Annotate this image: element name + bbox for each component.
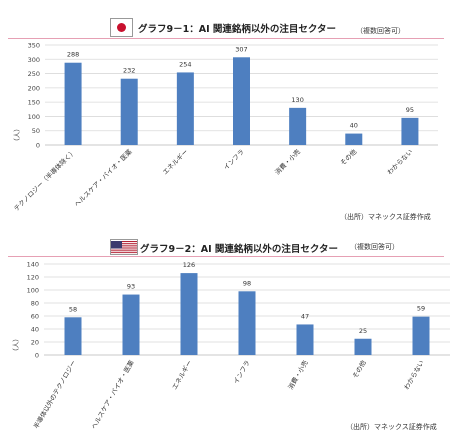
data-label: 40 [350,122,358,130]
chart-1-source: （出所）マネックス証券作成 [340,213,431,221]
data-label: 25 [359,327,367,335]
x-tick-label: わからない [403,359,426,391]
y-tick-label: 140 [27,261,39,269]
chart-1-plot: 0 50 100 150 200 250 300 350 （人） 288 テクノロジー（半導体除く）… [12,42,438,213]
chart-2-title: グラフ9－2：AI 関連銘柄以外の注目セクター [140,244,339,255]
bar [122,294,140,355]
chart-1-title-rule [8,38,444,39]
x-tick-label: ヘルスケア・バイオ・医薬 [89,358,136,430]
data-label: 58 [69,305,77,313]
chart-1-title: グラフ9－1：AI 関連銘柄以外の注目セクター [138,24,337,35]
chart-1-note: （複数回答可） [356,27,405,35]
data-label: 98 [243,279,251,287]
chart-2-title-rule [8,256,444,257]
data-label: 59 [417,305,425,313]
x-tick-label: インフラ [232,359,252,385]
x-tick-label: 消費・小売 [286,358,310,391]
data-label: 47 [301,312,309,320]
y-tick-label: 250 [28,70,40,78]
y-tick-label: 60 [31,313,39,321]
data-label: 93 [127,283,135,291]
bar [176,72,194,145]
y-tick-label: 80 [31,300,39,308]
data-label: 126 [183,261,195,269]
chart-2-header: グラフ9－2：AI 関連銘柄以外の注目セクター （複数回答可） [0,238,458,258]
y-tick-label: 0 [35,352,39,360]
chart-2-plot: 0 20 40 60 80 100 120 140 （人） 58 半導体以外のテクノロジー 93 ヘルス… [12,261,450,431]
bar [64,62,82,145]
y-axis-label: （人） [13,125,21,145]
y-tick-label: 20 [31,339,39,347]
us-flag [110,239,138,255]
data-label: 288 [67,51,79,59]
data-label: 95 [406,106,414,114]
chart-2-source: （出所）マネックス証券作成 [346,423,437,431]
y-tick-label: 100 [28,113,40,121]
bar [412,316,430,355]
bar [238,291,256,355]
bar [180,273,198,355]
y-tick-label: 150 [28,99,40,107]
y-tick-label: 50 [32,127,40,135]
data-label: 232 [123,67,135,75]
x-tick-label: テクノロジー（半導体除く） [12,147,78,213]
x-tick-label: エネルギー [171,359,194,391]
us-flag-graphic [111,241,137,254]
bar [345,133,363,145]
y-tick-label: 350 [28,42,40,50]
x-tick-label: その他 [338,147,359,168]
x-tick-label: その他 [350,358,368,380]
y-tick-label: 300 [28,56,40,64]
y-tick-label: 100 [27,287,39,295]
bar [289,107,307,145]
bar [354,338,372,355]
y-tick-label: 40 [31,326,39,334]
x-tick-label: エネルギー [161,148,190,177]
y-tick-label: 200 [28,84,40,92]
data-label: 254 [179,60,191,68]
bar [64,317,82,355]
japan-flag [110,18,133,37]
x-tick-label: わからない [386,148,415,177]
bar [233,57,250,145]
bar [296,324,314,355]
x-tick-label: 半導体以外のテクノロジー [31,359,78,431]
y-tick-label: 0 [36,142,40,150]
chart-1-header: グラフ9－1：AI 関連銘柄以外の注目セクター （複数回答可） [0,18,458,38]
x-tick-label: 消費・小売 [273,147,303,177]
bar [120,78,138,145]
data-label: 130 [291,96,303,104]
chart-2-note: （複数回答可） [350,243,399,251]
data-label: 307 [235,45,247,53]
y-tick-label: 120 [27,274,39,282]
x-tick-label: インフラ [222,148,246,172]
x-tick-label: ヘルスケア・バイオ・医薬 [72,147,134,209]
bar [401,117,419,145]
y-axis-label: （人） [12,335,20,355]
japan-flag-circle [117,23,126,32]
